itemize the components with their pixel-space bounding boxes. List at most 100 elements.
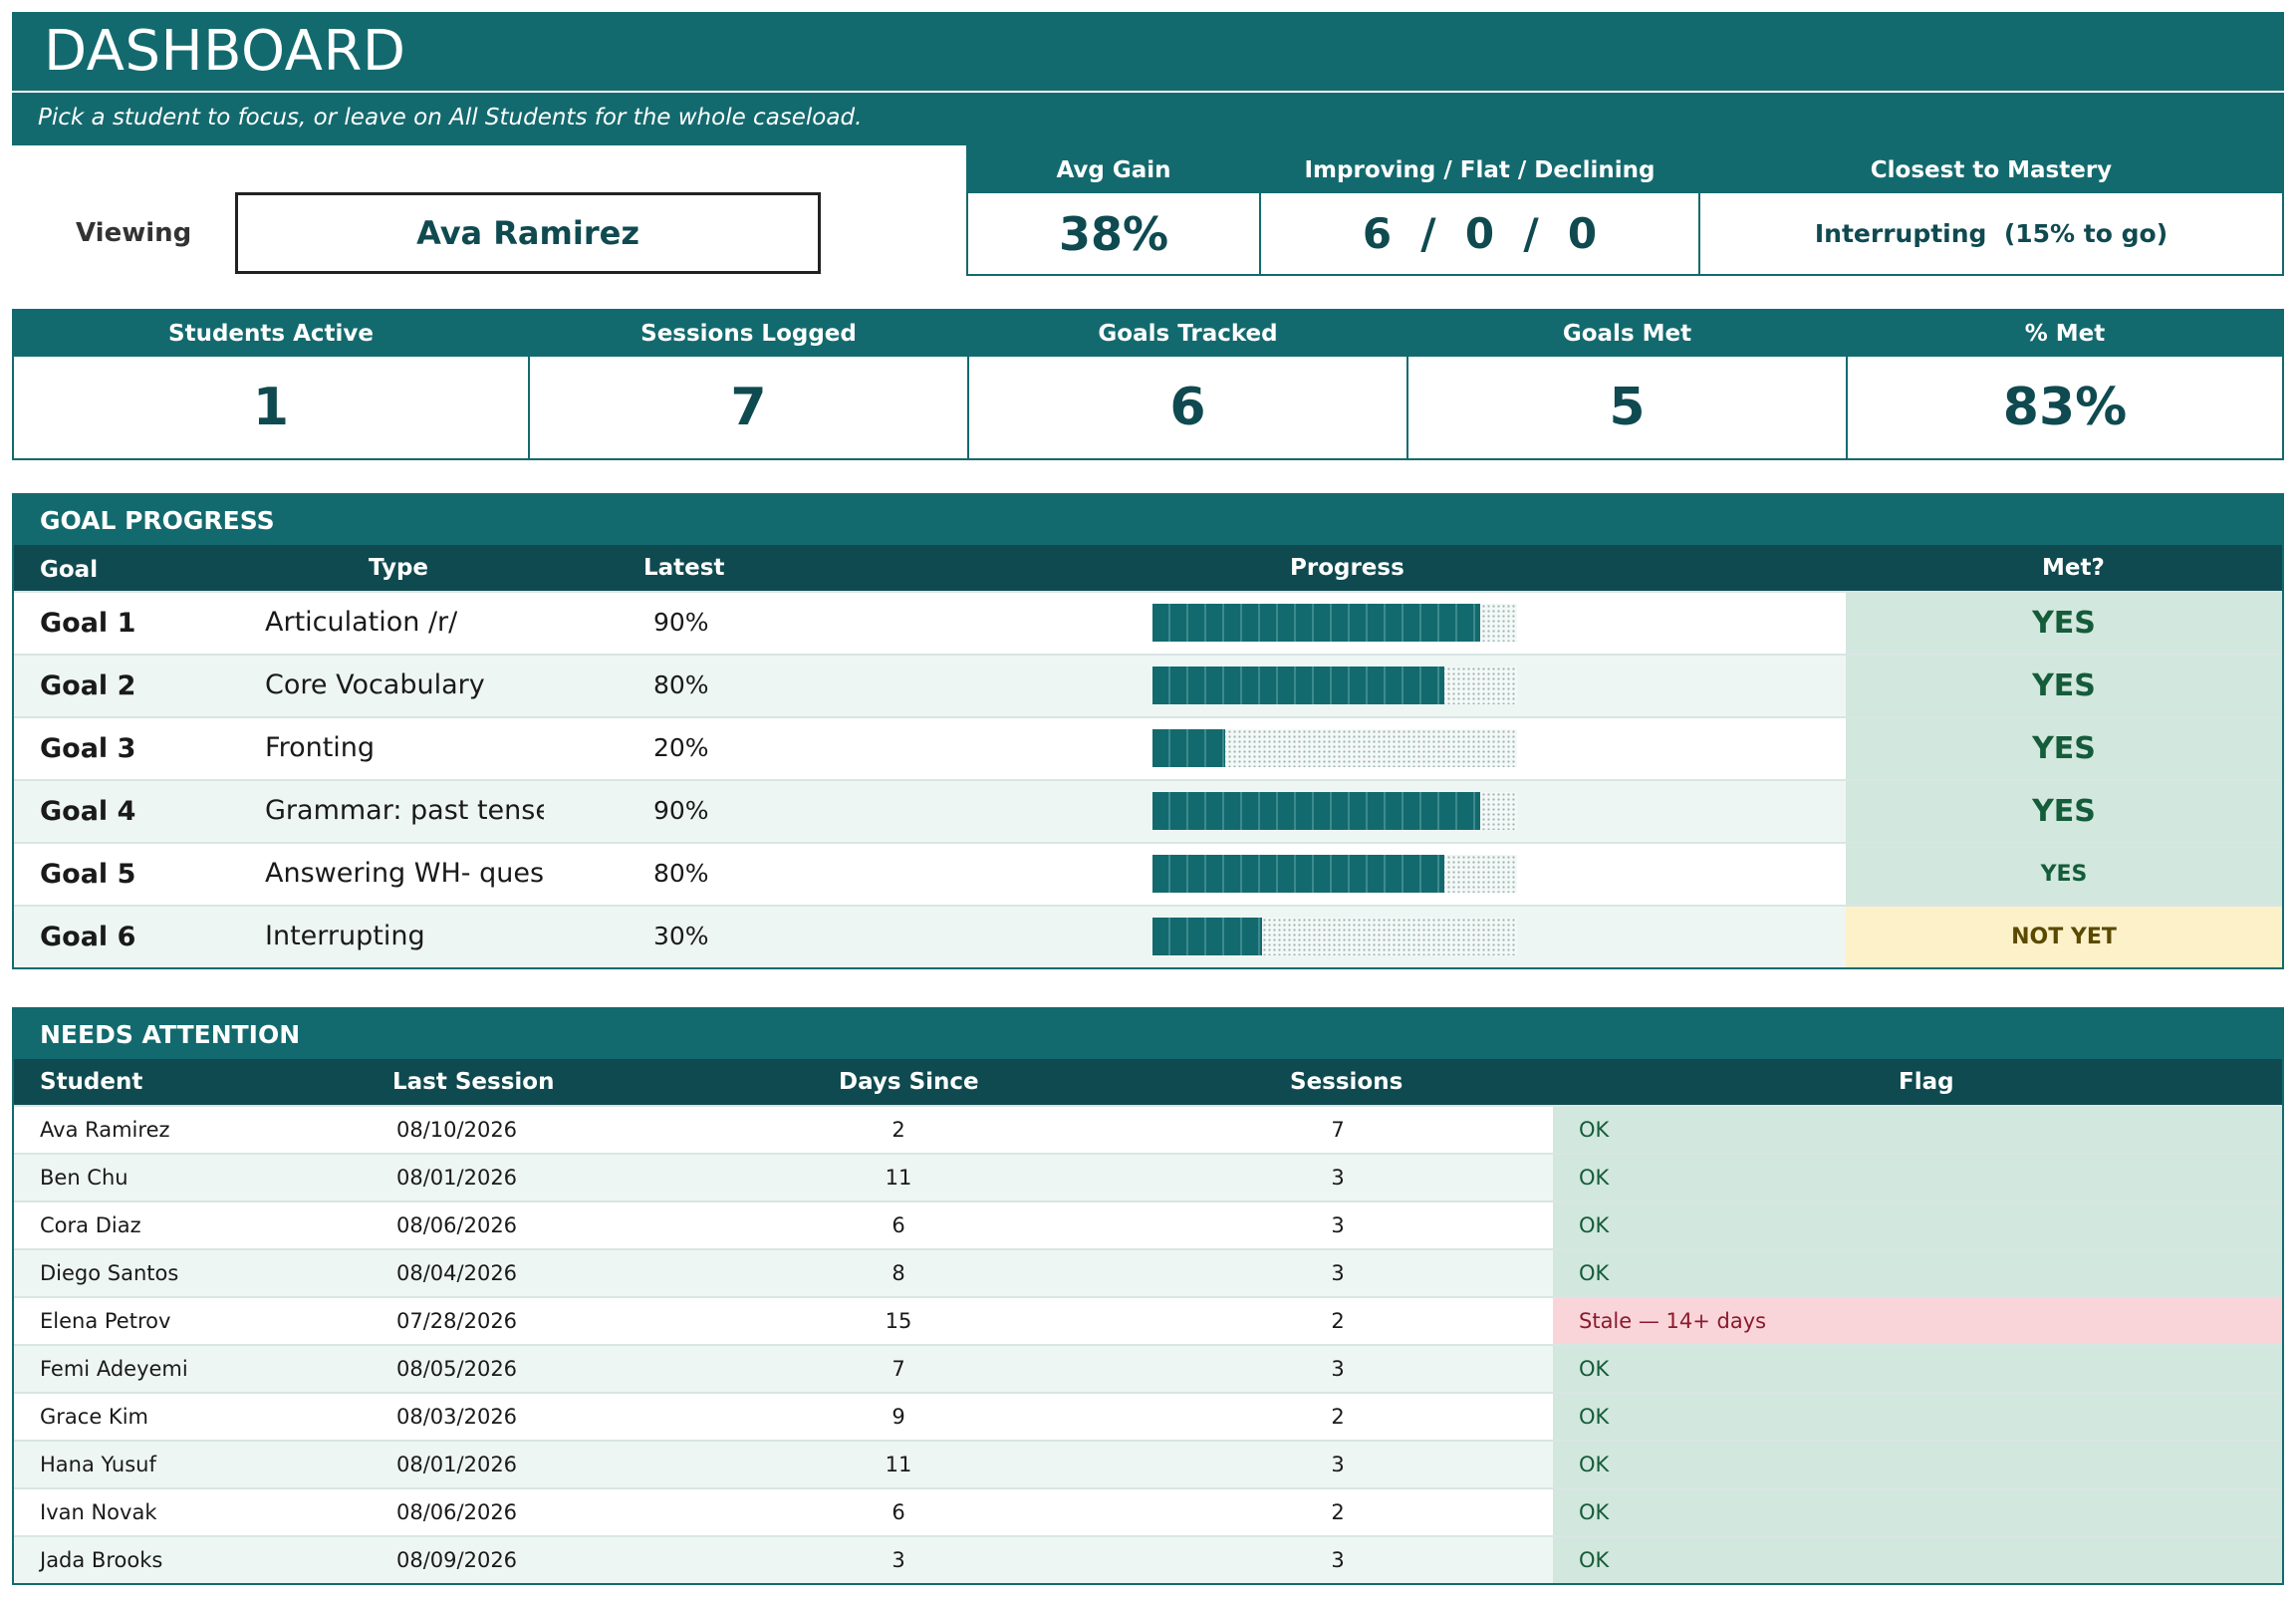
attention-row: Ava Ramirez 08/10/2026 2 7 OK [14, 1105, 2282, 1153]
stat-goals-tracked: Goals Tracked 6 [967, 309, 1408, 460]
goal-name: Goal 2 [40, 670, 136, 701]
student-name: Ben Chu [40, 1166, 128, 1190]
col-progress: Progress [1290, 555, 1404, 581]
met-status-badge: YES [1846, 844, 2282, 905]
session-count: 7 [1331, 1118, 1345, 1142]
goal-type: Articulation /r/ [265, 607, 458, 638]
kpi-trend: Improving / Flat / Declining 6 / 0 / 0 [1259, 145, 1700, 276]
progress-bar-fill [1152, 855, 1444, 893]
col-days-since: Days Since [839, 1069, 979, 1095]
session-count: 3 [1331, 1548, 1345, 1572]
stat-label: Goals Tracked [969, 311, 1406, 357]
stat-students-active: Students Active 1 [12, 309, 530, 460]
goal-row: Goal 3 Fronting 20% YES [14, 716, 2282, 779]
session-count: 3 [1331, 1166, 1345, 1190]
flag-badge: OK [1553, 1442, 2282, 1487]
stat-value: 6 [1169, 378, 1206, 437]
page-subtitle: Pick a student to focus, or leave on All… [38, 105, 863, 131]
goal-type: Core Vocabulary [265, 669, 485, 700]
col-goal: Goal [40, 557, 99, 583]
student-name: Jada Brooks [40, 1548, 163, 1572]
flag-badge: OK [1553, 1107, 2282, 1153]
progress-bar [1152, 604, 1517, 642]
col-met: Met? [2042, 555, 2105, 581]
progress-bar-fill [1152, 918, 1262, 955]
attention-row: Femi Adeyemi 08/05/2026 7 3 OK [14, 1344, 2282, 1392]
goal-name: Goal 1 [40, 608, 136, 639]
col-student: Student [40, 1069, 143, 1095]
days-since: 3 [892, 1548, 905, 1572]
goal-row: Goal 1 Articulation /r/90% YES [14, 591, 2282, 654]
goal-latest: 90% [653, 796, 709, 825]
goal-latest: 80% [653, 670, 709, 699]
student-name: Cora Diaz [40, 1213, 141, 1237]
kpi-value: 38% [1058, 206, 1169, 261]
goal-type: Answering WH- quest [265, 858, 544, 889]
stat-value: 83% [2002, 378, 2128, 437]
goal-row: Goal 6 Interrupting 30% NOT YET [14, 905, 2282, 967]
col-type: Type [369, 555, 429, 581]
goal-latest: 20% [653, 733, 709, 762]
session-count: 3 [1331, 1453, 1345, 1476]
kpi-label: Avg Gain [968, 147, 1259, 193]
days-since: 6 [892, 1500, 905, 1524]
attention-row: Jada Brooks 08/09/2026 3 3 OK [14, 1535, 2282, 1583]
attention-table-header: Student Last Session Days Since Sessions… [14, 1059, 2282, 1105]
session-count: 2 [1331, 1405, 1345, 1429]
student-selector[interactable]: Ava Ramirez [235, 192, 821, 274]
attention-row: Ivan Novak 08/06/2026 6 2 OK [14, 1487, 2282, 1535]
progress-bar-fill [1152, 729, 1226, 767]
goal-row: Goal 4 Grammar: past tense 90% YES [14, 779, 2282, 842]
days-since: 6 [892, 1213, 905, 1237]
progress-bar-fill [1152, 604, 1481, 642]
days-since: 2 [892, 1118, 905, 1142]
kpi-closest-mastery: Closest to Mastery Interrupting (15% to … [1698, 145, 2284, 276]
last-session-date: 08/01/2026 [396, 1453, 518, 1476]
attention-row: Ben Chu 08/01/2026 11 3 OK [14, 1153, 2282, 1201]
goal-type: Fronting [265, 732, 376, 763]
stat-value: 7 [730, 378, 767, 437]
kpi-value: Interrupting (15% to go) [1814, 219, 2168, 248]
stat-label: % Met [1848, 311, 2282, 357]
met-status-badge: YES [1846, 718, 2282, 779]
flag-badge: OK [1553, 1489, 2282, 1535]
student-name: Hana Yusuf [40, 1453, 156, 1476]
title-band: DASHBOARD [12, 12, 2284, 91]
last-session-date: 08/01/2026 [396, 1166, 518, 1190]
kpi-value: 6 / 0 / 0 [1362, 209, 1598, 258]
attention-table-body: Ava Ramirez 08/10/2026 2 7 OK Ben Chu 08/01/20… [14, 1105, 2282, 1583]
session-count: 2 [1331, 1309, 1345, 1333]
session-count: 2 [1331, 1500, 1345, 1524]
stat-value: 1 [252, 378, 290, 437]
goal-type: Interrupting [265, 921, 425, 951]
met-status-badge: NOT YET [1846, 907, 2282, 967]
met-status-badge: YES [1846, 656, 2282, 716]
needs-attention-section: NEEDS ATTENTION Student Last Session Day… [12, 1007, 2284, 1585]
goal-row: Goal 5 Answering WH- quest 80% YES [14, 842, 2282, 905]
page-title: DASHBOARD [44, 19, 406, 84]
goal-name: Goal 6 [40, 922, 136, 952]
last-session-date: 08/06/2026 [396, 1213, 518, 1237]
subtitle-band: Pick a student to focus, or leave on All… [12, 93, 2284, 145]
goal-table-header: Goal Type Latest Progress Met? [14, 545, 2282, 591]
attention-row: Diego Santos 08/04/2026 8 3 OK [14, 1248, 2282, 1296]
session-count: 3 [1331, 1261, 1345, 1285]
progress-bar [1152, 729, 1517, 767]
viewing-label: Viewing [76, 218, 192, 248]
attention-row: Hana Yusuf 08/01/2026 11 3 OK [14, 1440, 2282, 1487]
days-since: 9 [892, 1405, 905, 1429]
flag-badge: OK [1553, 1202, 2282, 1248]
last-session-date: 08/03/2026 [396, 1405, 518, 1429]
stat-label: Students Active [14, 311, 528, 357]
last-session-date: 08/04/2026 [396, 1261, 518, 1285]
student-name: Elena Petrov [40, 1309, 171, 1333]
kpi-label: Closest to Mastery [1700, 147, 2282, 193]
progress-bar [1152, 918, 1517, 955]
kpi-avg-gain: Avg Gain 38% [966, 145, 1261, 276]
last-session-date: 08/05/2026 [396, 1357, 518, 1381]
progress-bar-fill [1152, 792, 1481, 830]
goal-name: Goal 3 [40, 733, 136, 764]
goal-name: Goal 5 [40, 859, 136, 890]
goal-type: Grammar: past tense [265, 795, 544, 826]
met-status-badge: YES [1846, 781, 2282, 842]
